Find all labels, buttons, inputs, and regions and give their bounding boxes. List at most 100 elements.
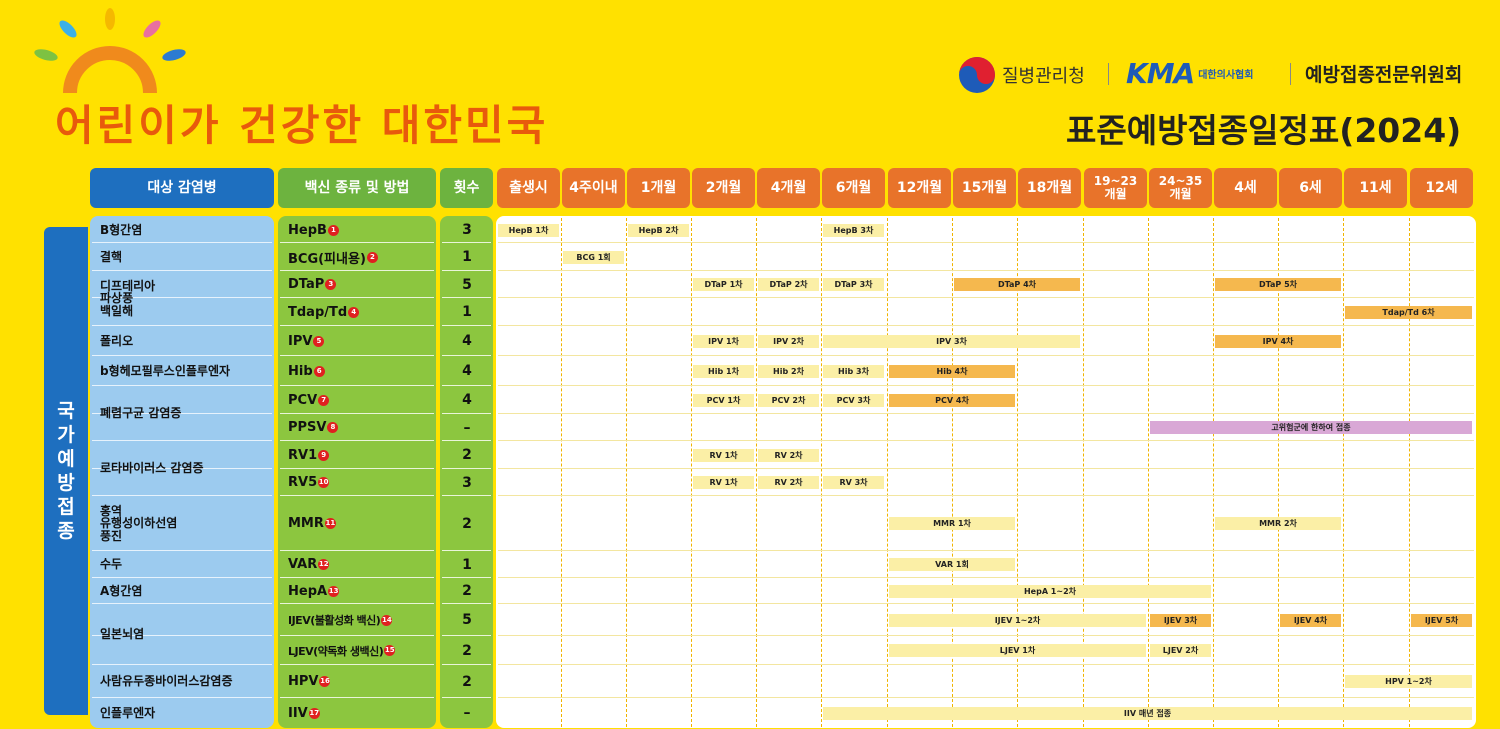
header-age: 15개월 xyxy=(953,168,1016,208)
vaccine-name-text: BCG(피내용) xyxy=(288,251,366,267)
dose-bar: RV 2차 xyxy=(758,476,819,489)
kma-logo: KMA 대한의사협회 xyxy=(1126,57,1253,90)
vaccine-name-text: HepA xyxy=(288,583,328,599)
row-divider xyxy=(498,468,1474,469)
disease-label: A형간염 xyxy=(100,583,143,598)
row-divider xyxy=(280,550,434,551)
footnote-badge: 10 xyxy=(318,477,330,488)
dose-bar: Hib 4차 xyxy=(889,364,1015,378)
dose-bar: Hib 1차 xyxy=(693,364,754,378)
dose-count: 1 xyxy=(462,304,472,320)
dose-bar: RV 3차 xyxy=(823,476,884,489)
footnote-badge: 9 xyxy=(318,449,330,461)
disease-label: b형헤모필루스인플루엔자 xyxy=(100,363,231,378)
header-age: 18개월 xyxy=(1018,168,1081,208)
grid-divider xyxy=(1083,218,1084,727)
dose-bar: IPV 1차 xyxy=(693,334,754,348)
schedule-grid xyxy=(496,216,1476,728)
vaccine-name-text: HepB xyxy=(288,222,327,238)
row-divider xyxy=(442,242,491,243)
header-age: 12세 xyxy=(1410,168,1473,208)
kma-logo-text: KMA xyxy=(1126,57,1195,90)
disease-label: 결핵 xyxy=(100,249,123,264)
vaccine-name: IIV 17 xyxy=(286,698,436,728)
vaccine-name-text: Tdap/Td xyxy=(288,304,348,320)
vaccine-name: DTaP 3 xyxy=(286,271,436,298)
kma-logo-sub: 대한의사협회 xyxy=(1198,70,1254,81)
disease-label: 폴리오 xyxy=(100,333,134,348)
dose-bar: PCV 1차 xyxy=(693,393,754,407)
dose-bar: HepB 2차 xyxy=(628,223,689,237)
dose-bar: IPV 2차 xyxy=(758,334,819,348)
vaccine-name-text: MMR xyxy=(288,516,324,531)
footnote-badge: 8 xyxy=(327,422,339,433)
vaccine-name: PPSV 8 xyxy=(286,414,436,441)
vaccine-name: HepA 13 xyxy=(286,578,436,604)
row-divider xyxy=(498,242,1474,243)
divider xyxy=(1108,63,1109,85)
row-divider xyxy=(92,468,272,469)
disease-label: 일본뇌염 xyxy=(100,627,145,642)
grid-divider xyxy=(1017,218,1018,727)
footnote-badge: 6 xyxy=(313,365,325,377)
dose-count: 5 xyxy=(462,612,472,628)
header-age: 19~23 개월 xyxy=(1084,168,1147,208)
row-divider xyxy=(498,697,1474,698)
dose-bar: IJEV 3차 xyxy=(1150,613,1211,627)
row-divider xyxy=(498,297,1474,298)
row-divider xyxy=(442,550,491,551)
header-age: 6세 xyxy=(1279,168,1342,208)
page-title: 표준예방접종일정표(2024) xyxy=(1066,111,1462,150)
vaccine-name-text: HPV xyxy=(288,674,319,689)
row-divider xyxy=(498,355,1474,356)
row-divider xyxy=(442,577,491,578)
dose-bar: Hib 2차 xyxy=(758,364,819,378)
vaccine-name: HepB 1 xyxy=(286,217,436,243)
disease-label: 디프테리아 파상풍 백일해 xyxy=(100,278,156,318)
row-divider xyxy=(280,697,434,698)
grid-divider xyxy=(1148,218,1149,727)
count-panel xyxy=(440,216,493,728)
grid-divider xyxy=(1343,218,1344,727)
dose-bar: DTaP 5차 xyxy=(1215,278,1341,291)
vaccine-name: Tdap/Td 4 xyxy=(286,298,436,326)
dose-count: 2 xyxy=(462,583,472,599)
dose-bar: 고위험군에 한하여 접종 xyxy=(1150,421,1472,434)
row-divider xyxy=(498,577,1474,578)
dose-bar: HPV 1~2차 xyxy=(1345,675,1472,688)
grid-divider xyxy=(756,218,757,727)
dose-bar: PCV 2차 xyxy=(758,393,819,407)
vaccine-name: MMR 11 xyxy=(286,496,436,551)
row-divider xyxy=(92,270,272,271)
disease-label: B형간염 xyxy=(100,222,143,237)
row-divider xyxy=(442,495,491,496)
dose-bar: DTaP 1차 xyxy=(693,278,754,291)
footnote-badge: 7 xyxy=(318,394,330,406)
dose-bar: LJEV 2차 xyxy=(1150,644,1211,657)
footnote-badge: 15 xyxy=(384,645,396,656)
row-divider xyxy=(498,495,1474,496)
dose-bar: HepA 1~2차 xyxy=(889,584,1211,598)
row-divider xyxy=(280,270,434,271)
row-divider xyxy=(498,325,1474,326)
vaccine-panel xyxy=(278,216,436,728)
dose-bar: HepB 3차 xyxy=(823,223,884,237)
dose-bar: IJEV 4차 xyxy=(1280,613,1341,627)
vaccine-name: VAR 12 xyxy=(286,551,436,578)
header-age: 4개월 xyxy=(757,168,820,208)
grid-divider xyxy=(561,218,562,727)
vaccine-name: HPV 16 xyxy=(286,665,436,698)
dose-bar: Hib 3차 xyxy=(823,364,884,378)
header-disease: 대상 감염병 xyxy=(90,168,274,208)
row-divider xyxy=(442,603,491,604)
disease-panel xyxy=(90,216,274,728)
row-divider xyxy=(442,325,491,326)
dose-count: 2 xyxy=(462,515,472,532)
dose-bar: MMR 1차 xyxy=(889,517,1015,530)
row-divider xyxy=(280,297,434,298)
dose-bar: PCV 4차 xyxy=(889,393,1015,407)
footnote-badge: 4 xyxy=(348,306,360,318)
footnote-badge: 1 xyxy=(327,224,339,236)
vaccine-name-text: RV5 xyxy=(288,475,318,490)
row-divider xyxy=(442,270,491,271)
